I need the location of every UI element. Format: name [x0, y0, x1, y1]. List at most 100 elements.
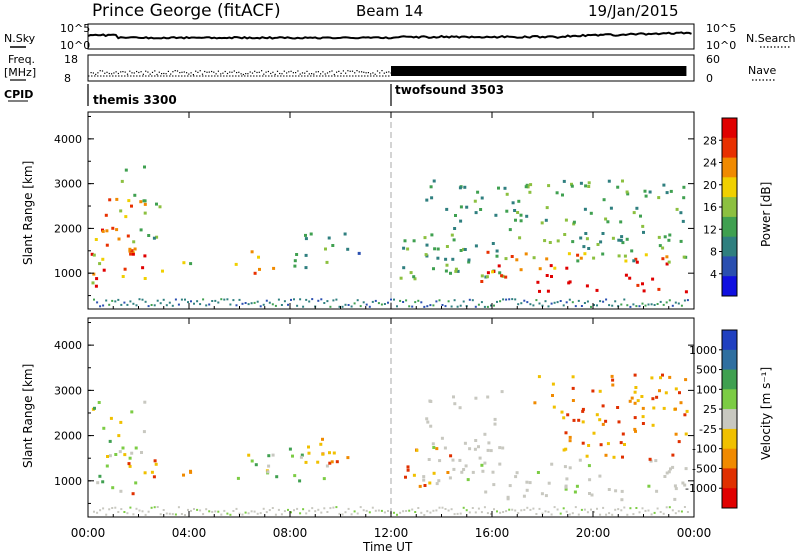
echo-cell	[682, 255, 686, 259]
ground-scatter	[577, 513, 580, 516]
nave-point	[329, 71, 331, 73]
ground-scatter	[677, 302, 680, 305]
nave-point	[238, 71, 240, 73]
ground-scatter	[359, 506, 362, 509]
echo-cell	[104, 213, 108, 217]
ground-scatter	[662, 512, 665, 515]
echo-cell	[510, 255, 514, 258]
ground-scatter	[405, 510, 408, 512]
echo-cell	[139, 200, 143, 204]
echo-cell	[563, 233, 567, 236]
echo-cell	[599, 443, 603, 447]
ground-scatter	[93, 510, 95, 513]
echo-cell	[293, 259, 297, 263]
colorbar-tick-label: 500	[696, 364, 717, 377]
ground-scatter	[665, 506, 668, 509]
echo-cell	[516, 211, 520, 214]
echo-cell	[497, 186, 500, 190]
colorbar-tick-label: 20	[703, 179, 717, 192]
ground-scatter	[380, 303, 383, 306]
colorbar-segment	[722, 389, 737, 410]
echo-cell	[325, 260, 329, 264]
echo-cell	[528, 481, 532, 485]
echo-cell	[506, 495, 510, 499]
ground-scatter	[159, 513, 162, 516]
nave-point	[222, 72, 224, 74]
nave-point	[247, 73, 249, 75]
ground-scatter	[238, 298, 241, 301]
nave-point	[122, 71, 124, 73]
echo-cell	[486, 250, 490, 254]
colorbar-tick-label: -500	[692, 462, 717, 475]
echo-cell	[635, 206, 639, 210]
ground-scatter	[517, 512, 520, 515]
colorbar-segment	[722, 137, 737, 159]
echo-cell	[581, 407, 585, 411]
freq-label: Freq.	[8, 53, 35, 66]
echo-cell	[425, 417, 429, 421]
y-tick-label: 2000	[54, 222, 82, 235]
echo-cell	[655, 395, 659, 399]
colorbar-tick-label: 4	[710, 268, 717, 281]
ground-scatter	[208, 510, 211, 513]
ground-scatter	[599, 513, 602, 516]
ground-scatter	[211, 300, 214, 302]
echo-cell	[130, 410, 134, 414]
echo-cell	[399, 276, 403, 280]
echo-cell	[267, 454, 271, 458]
nave-point	[188, 73, 190, 75]
ground-scatter	[247, 303, 250, 306]
ground-scatter	[293, 298, 295, 301]
echo-cell	[611, 236, 615, 240]
echo-cell	[466, 478, 470, 482]
ground-scatter	[317, 299, 320, 302]
echo-cell	[454, 269, 458, 273]
nave-point	[192, 74, 194, 76]
echo-cell	[328, 461, 332, 465]
ground-scatter	[423, 305, 426, 308]
echo-cell	[464, 464, 468, 468]
ground-scatter	[393, 511, 395, 514]
echo-cell	[330, 460, 334, 464]
echo-cell	[288, 447, 292, 451]
ground-scatter	[571, 512, 574, 515]
ground-scatter	[274, 513, 277, 516]
nave-point	[113, 72, 115, 74]
ground-scatter	[347, 507, 350, 510]
echo-cell	[657, 287, 661, 291]
ground-scatter	[420, 511, 423, 514]
echo-cell	[595, 288, 599, 292]
echo-cell	[101, 480, 105, 484]
ground-scatter	[356, 512, 359, 515]
echo-cell	[643, 189, 647, 193]
ground-scatter	[226, 298, 229, 301]
ground-scatter	[214, 510, 217, 513]
echo-cell	[616, 406, 620, 409]
echo-cell	[478, 456, 482, 460]
echo-cell	[683, 483, 687, 487]
ground-scatter	[608, 304, 611, 307]
echo-cell	[505, 209, 509, 213]
nave-point	[374, 73, 376, 75]
echo-cell	[634, 257, 638, 261]
nave-point	[204, 70, 206, 73]
ground-scatter	[462, 300, 465, 303]
echo-cell	[433, 247, 437, 251]
ground-scatter	[435, 509, 438, 512]
y-tick-label: 3000	[54, 178, 82, 191]
nave-point	[290, 70, 292, 72]
echo-cell	[625, 237, 629, 241]
ground-scatter	[447, 509, 450, 512]
echo-cell	[158, 205, 162, 209]
echo-cell	[540, 221, 544, 225]
ground-scatter	[132, 513, 135, 516]
ground-scatter	[532, 507, 535, 510]
echo-cell	[632, 211, 636, 215]
ground-scatter	[244, 302, 247, 304]
echo-cell	[309, 232, 313, 236]
echo-cell	[566, 413, 570, 417]
nave-point	[108, 72, 110, 75]
echo-cell	[105, 464, 109, 468]
ground-scatter	[496, 510, 498, 513]
ground-scatter	[520, 302, 523, 305]
